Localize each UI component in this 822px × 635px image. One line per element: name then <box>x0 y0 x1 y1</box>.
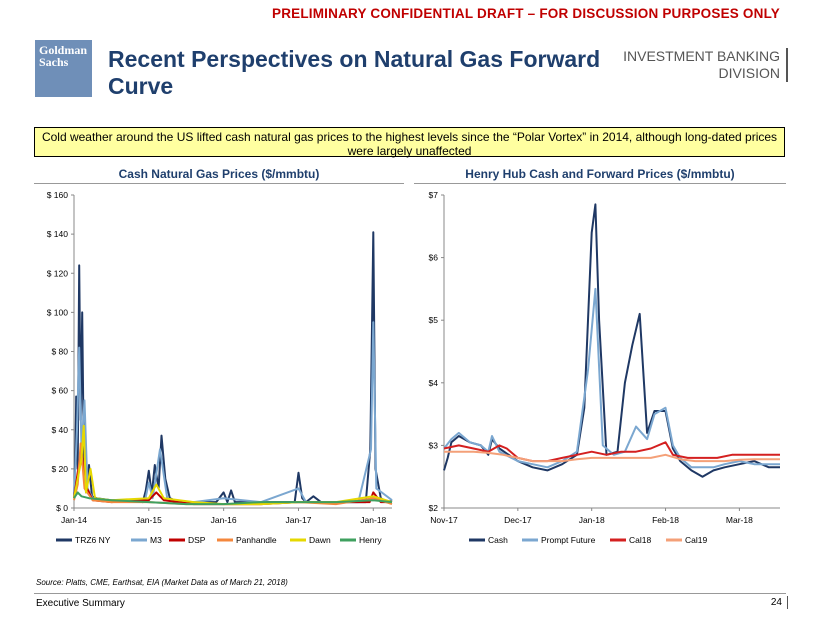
y-tick-label: $ 120 <box>47 268 69 278</box>
x-tick-label: Feb-18 <box>652 515 679 525</box>
x-tick-label: Jan-16 <box>211 515 237 525</box>
x-tick-label: Jan-17 <box>285 515 311 525</box>
y-tick-label: $3 <box>429 440 439 450</box>
x-tick-label: Jan-18 <box>360 515 386 525</box>
y-tick-label: $ 60 <box>51 386 68 396</box>
legend-label: Cash <box>488 535 508 545</box>
legend-label: Cal19 <box>685 535 707 545</box>
legend-label: Prompt Future <box>541 535 596 545</box>
y-tick-label: $ 80 <box>51 347 68 357</box>
legend-label: TRZ6 NY <box>75 535 111 545</box>
y-tick-label: $ 100 <box>47 307 69 317</box>
legend-label: DSP <box>188 535 206 545</box>
division-label: INVESTMENT BANKING DIVISION <box>623 48 788 82</box>
y-tick-label: $5 <box>429 315 439 325</box>
y-tick-label: $2 <box>429 503 439 513</box>
x-tick-label: Jan-14 <box>61 515 87 525</box>
chart-title-cash: Cash Natural Gas Prices ($/mmbtu) <box>118 167 320 181</box>
y-tick-label: $4 <box>429 378 439 388</box>
series-line-trz6-ny <box>73 231 393 504</box>
y-tick-label: $6 <box>429 253 439 263</box>
series-line-m3 <box>73 321 393 504</box>
series-line-prompt-future <box>443 287 780 469</box>
x-tick-label: Jan-18 <box>579 515 605 525</box>
divider <box>34 183 404 184</box>
y-tick-label: $ 140 <box>47 229 69 239</box>
y-tick-label: $ 20 <box>51 464 68 474</box>
y-tick-label: $ 160 <box>47 190 69 200</box>
x-tick-label: Jan-15 <box>136 515 162 525</box>
cash-gas-prices-chart: $ 0 $ 20 $ 40 $ 60 $ 80 $ 100 $ 120 $ 140 $ 160 J… <box>47 190 393 545</box>
x-tick-label: Dec-17 <box>504 515 532 525</box>
y-tick-label: $ 40 <box>51 425 68 435</box>
goldman-sachs-logo: Goldman Sachs <box>35 40 92 97</box>
confidential-banner: PRELIMINARY CONFIDENTIAL DRAFT – FOR DIS… <box>271 6 780 21</box>
legend-label: M3 <box>150 535 162 545</box>
legend-label: Cal18 <box>629 535 651 545</box>
henry-hub-prices-chart: $2 $3 $4 $5 $6 $7 Nov-17 Dec-17 Jan-18 Feb-18 Mar-… <box>429 190 780 545</box>
series-line-henry <box>73 491 393 506</box>
x-tick-label: Nov-17 <box>430 515 458 525</box>
divider <box>414 183 786 184</box>
divider <box>34 593 786 594</box>
y-tick-label: $ 0 <box>56 503 68 513</box>
x-tick-label: Mar-18 <box>726 515 753 525</box>
series-line-dawn <box>73 424 393 506</box>
source-note: Source: Platts, CME, Earthsat, EIA (Mark… <box>36 578 288 587</box>
legend-label: Henry <box>359 535 382 545</box>
page-title: Recent Perspectives on Natural Gas Forwa… <box>108 46 601 99</box>
key-takeaway-callout: Cold weather around the US lifted cash n… <box>34 127 785 158</box>
series-line-cal18 <box>443 441 780 463</box>
legend-label: Panhandle <box>236 535 277 545</box>
legend-label: Dawn <box>309 535 331 545</box>
series-line-cal19 <box>444 450 780 463</box>
series-line-cash <box>443 203 780 478</box>
y-tick-label: $7 <box>429 190 439 200</box>
footer-section: Executive Summary <box>36 598 125 609</box>
page-number: 24 <box>771 596 788 609</box>
chart-title-henry-hub: Henry Hub Cash and Forward Prices ($/mmb… <box>465 167 735 181</box>
